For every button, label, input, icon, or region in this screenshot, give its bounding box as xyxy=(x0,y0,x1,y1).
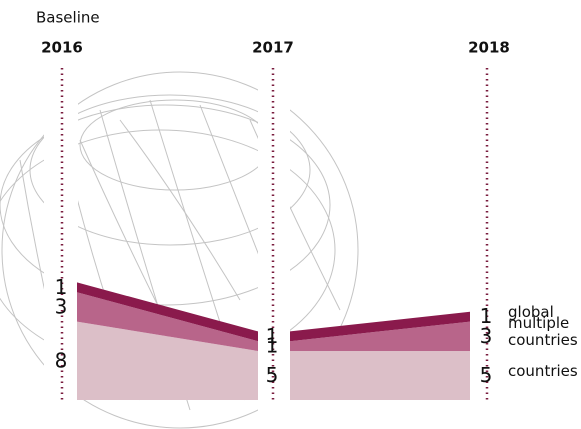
legend-label: global xyxy=(508,303,554,322)
legend-label: multiple countries xyxy=(508,314,578,350)
value-label: 5 xyxy=(480,363,493,387)
value-label: 5 xyxy=(266,363,279,387)
annotation: Baseline xyxy=(36,9,100,27)
value-label: 1 xyxy=(55,275,68,299)
value-label: 8 xyxy=(55,348,68,372)
globe-illustration xyxy=(0,71,359,429)
area-segment xyxy=(290,321,470,351)
value-label: 1 xyxy=(266,334,279,358)
value-label: 3 xyxy=(55,294,68,318)
x-tick-label: 2018 xyxy=(468,39,510,57)
value-label: 1 xyxy=(480,304,493,328)
area-segment xyxy=(77,321,258,400)
area-segment xyxy=(77,282,258,342)
value-label: 1 xyxy=(266,324,279,348)
area-segment xyxy=(290,311,470,342)
x-tick-label: 2016 xyxy=(41,39,83,57)
area-segment xyxy=(290,351,470,400)
value-label: 3 xyxy=(480,324,493,348)
legend-label: countries xyxy=(508,362,578,380)
x-tick-label: 2017 xyxy=(252,39,294,57)
area-segment xyxy=(77,292,258,351)
